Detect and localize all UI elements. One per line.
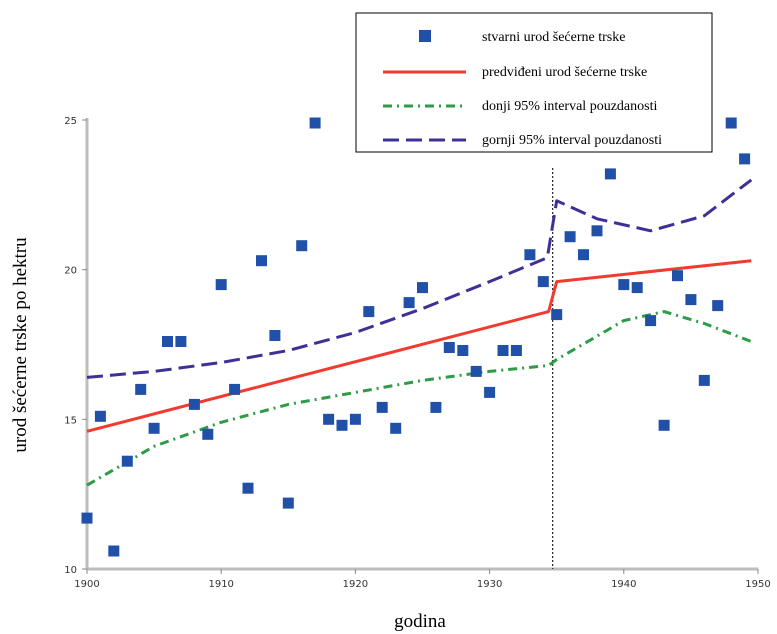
legend-label-predicted: predviđeni urod šećerne trske xyxy=(482,65,647,80)
legend-label-lower: donji 95% interval pouzdanosti xyxy=(482,99,657,114)
x-tick-label: 1920 xyxy=(343,579,368,590)
y-axis-label: urod šećerne trske po hektru xyxy=(10,237,31,453)
data-point xyxy=(578,249,589,261)
y-tick-label: 20 xyxy=(64,266,77,277)
plot-area xyxy=(81,117,758,571)
data-point xyxy=(108,545,120,557)
data-point xyxy=(484,386,496,398)
data-point xyxy=(296,240,308,252)
data-point xyxy=(457,345,469,356)
x-tick-label: 1910 xyxy=(208,579,233,590)
data-point xyxy=(618,279,630,291)
data-point xyxy=(403,297,415,309)
legend-box xyxy=(355,12,713,153)
data-point xyxy=(162,336,173,347)
legend: stvarni urod šećerne trske predviđeni ur… xyxy=(355,12,713,153)
data-point xyxy=(591,225,603,237)
lower-ci-line xyxy=(86,310,752,487)
x-tick-label: 1900 xyxy=(74,579,99,590)
data-point xyxy=(175,336,187,347)
y-tick-label: 15 xyxy=(64,415,77,426)
data-point xyxy=(390,422,402,434)
data-point xyxy=(121,455,133,467)
data-point xyxy=(363,306,375,318)
x-axis-label: godina xyxy=(394,611,446,632)
data-point xyxy=(470,365,482,377)
data-point xyxy=(309,117,321,129)
data-point xyxy=(229,383,241,395)
data-point xyxy=(604,168,616,180)
x-axis: 1900 1910 1920 1930 1940 1950 xyxy=(74,569,771,590)
data-point xyxy=(685,294,697,306)
data-point xyxy=(658,419,670,431)
data-point xyxy=(188,398,200,410)
data-point xyxy=(712,300,724,312)
data-point xyxy=(537,276,549,288)
data-point xyxy=(202,428,214,440)
data-point xyxy=(336,419,348,431)
x-tick-label: 1930 xyxy=(477,579,502,590)
predicted-line xyxy=(86,259,752,433)
data-point xyxy=(349,413,361,425)
data-point xyxy=(376,401,388,413)
legend-label-upper: gornji 95% interval pouzdanosti xyxy=(482,133,662,148)
data-point xyxy=(524,249,536,261)
data-point xyxy=(430,401,442,413)
x-tick-label: 1950 xyxy=(745,579,770,590)
data-point xyxy=(739,153,751,165)
data-point xyxy=(135,383,147,395)
data-point xyxy=(672,270,683,282)
data-point xyxy=(497,345,509,356)
legend-marker-actual xyxy=(419,30,431,42)
data-point xyxy=(81,512,93,524)
data-point xyxy=(215,279,227,291)
data-point xyxy=(282,497,294,509)
y-tick-label: 25 xyxy=(64,116,77,127)
data-point xyxy=(564,231,576,243)
data-point xyxy=(148,422,160,434)
data-point xyxy=(242,482,254,494)
data-point xyxy=(323,413,335,425)
y-tick-label: 10 xyxy=(64,565,77,576)
data-point xyxy=(725,117,737,129)
data-point xyxy=(269,330,281,341)
x-tick-label: 1940 xyxy=(611,579,636,590)
data-point xyxy=(551,309,563,321)
upper-ci-line xyxy=(86,178,753,379)
data-point xyxy=(94,410,106,422)
legend-label-actual: stvarni urod šećerne trske xyxy=(482,30,625,45)
data-point xyxy=(631,282,643,294)
data-point xyxy=(510,345,522,356)
data-point xyxy=(443,342,455,353)
data-point xyxy=(698,374,710,386)
y-axis: 10 15 20 25 xyxy=(64,116,87,576)
data-point xyxy=(256,255,267,267)
data-point xyxy=(417,282,428,294)
data-point xyxy=(645,315,657,327)
